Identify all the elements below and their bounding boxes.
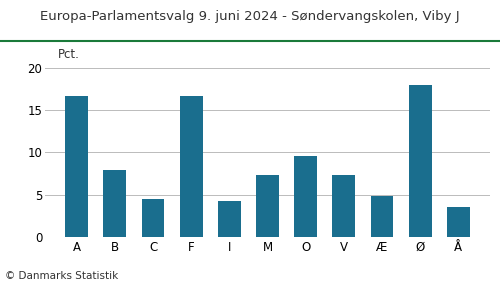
Bar xyxy=(447,207,470,237)
Bar xyxy=(408,85,432,237)
Text: © Danmarks Statistik: © Danmarks Statistik xyxy=(5,271,118,281)
Bar xyxy=(104,170,126,237)
Bar xyxy=(218,201,241,237)
Bar xyxy=(332,175,355,237)
Text: Pct.: Pct. xyxy=(58,48,80,61)
Bar xyxy=(256,175,279,237)
Bar xyxy=(294,156,317,237)
Bar xyxy=(142,199,165,237)
Bar xyxy=(180,96,203,237)
Bar xyxy=(65,96,88,237)
Text: Europa-Parlamentsvalg 9. juni 2024 - Søndervangskolen, Viby J: Europa-Parlamentsvalg 9. juni 2024 - Søn… xyxy=(40,10,460,23)
Bar xyxy=(370,196,394,237)
